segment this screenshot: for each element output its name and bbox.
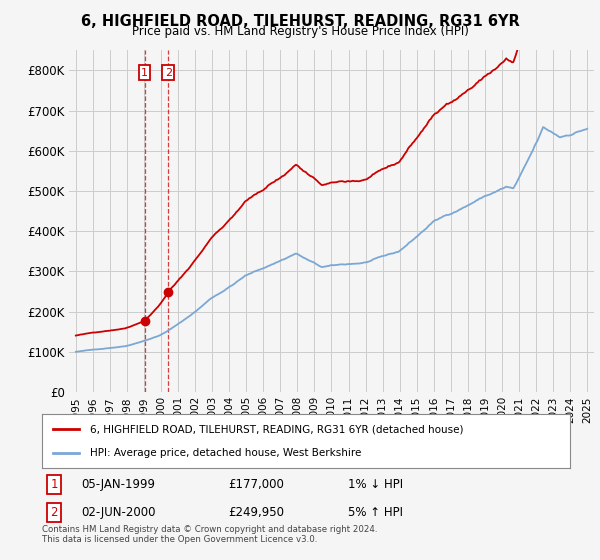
Text: £177,000: £177,000: [228, 478, 284, 491]
Text: 02-JUN-2000: 02-JUN-2000: [81, 506, 155, 519]
Text: 05-JAN-1999: 05-JAN-1999: [81, 478, 155, 491]
Text: 1: 1: [141, 68, 148, 78]
Text: 2: 2: [164, 68, 172, 78]
Text: Price paid vs. HM Land Registry's House Price Index (HPI): Price paid vs. HM Land Registry's House …: [131, 25, 469, 38]
Text: 5% ↑ HPI: 5% ↑ HPI: [348, 506, 403, 519]
Text: HPI: Average price, detached house, West Berkshire: HPI: Average price, detached house, West…: [89, 447, 361, 458]
Text: 1% ↓ HPI: 1% ↓ HPI: [348, 478, 403, 491]
Text: 6, HIGHFIELD ROAD, TILEHURST, READING, RG31 6YR: 6, HIGHFIELD ROAD, TILEHURST, READING, R…: [80, 14, 520, 29]
Text: 1: 1: [50, 478, 58, 491]
Text: 6, HIGHFIELD ROAD, TILEHURST, READING, RG31 6YR (detached house): 6, HIGHFIELD ROAD, TILEHURST, READING, R…: [89, 424, 463, 435]
Text: 2: 2: [50, 506, 58, 519]
Text: Contains HM Land Registry data © Crown copyright and database right 2024.
This d: Contains HM Land Registry data © Crown c…: [42, 525, 377, 544]
Text: £249,950: £249,950: [228, 506, 284, 519]
